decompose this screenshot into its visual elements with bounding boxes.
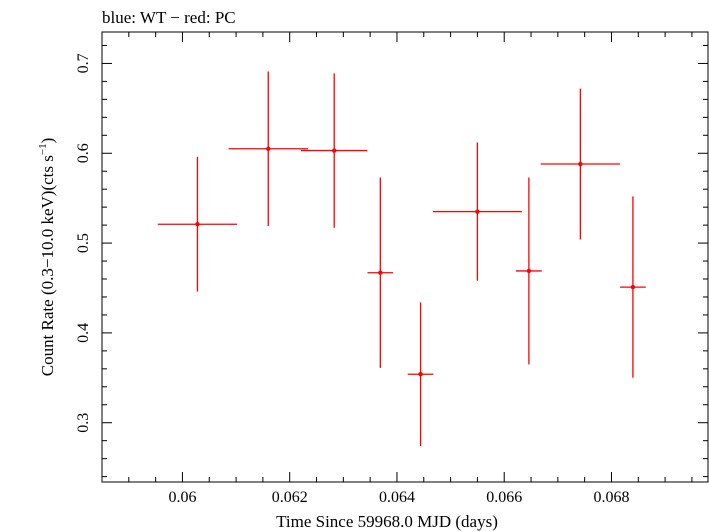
data-marker: [630, 284, 636, 290]
data-point: [407, 302, 434, 447]
data-marker: [526, 268, 532, 274]
y-axis-label-main: Count Rate (0.3−10.0 keV)(cts s: [38, 155, 57, 376]
plot-frame: [101, 31, 709, 483]
data-point: [540, 88, 621, 240]
y-tick-label: 0.3: [75, 413, 92, 433]
x-tick-label: 0.068: [593, 489, 629, 506]
data-point: [157, 156, 238, 292]
data-marker: [578, 161, 583, 167]
y-tick-label: 0.4: [75, 323, 92, 343]
y-axis-label-end: ): [38, 138, 57, 144]
data-series-pc: [157, 71, 646, 447]
y-tick-label: 0.7: [75, 53, 92, 73]
data-point: [620, 196, 646, 378]
data-point: [228, 71, 308, 227]
data-marker: [418, 372, 423, 377]
x-axis-ticks: 0.06 0.062 0.064 0.066 0.068: [101, 32, 693, 506]
data-marker: [195, 222, 200, 227]
data-point: [516, 177, 542, 365]
y-tick-label: 0.6: [75, 143, 92, 163]
x-tick-label: 0.06: [168, 489, 196, 506]
data-marker: [332, 148, 337, 153]
chart-title: blue: WT − red: PC: [102, 8, 236, 27]
data-point: [300, 73, 368, 228]
data-point: [367, 177, 394, 368]
y-axis-label-exponent: −1: [37, 143, 49, 155]
y-axis-ticks: 0.3 0.4 0.5 0.6 0.7: [75, 44, 708, 478]
x-tick-label: 0.064: [379, 489, 415, 506]
data-point: [432, 142, 522, 281]
x-tick-label: 0.062: [272, 489, 308, 506]
x-axis-label: Time Since 59968.0 MJD (days): [276, 512, 498, 531]
y-axis-label: Count Rate (0.3−10.0 keV)(cts s−1): [37, 138, 57, 377]
data-marker: [475, 209, 480, 214]
y-tick-label: 0.5: [75, 233, 92, 253]
x-tick-label: 0.066: [486, 489, 522, 506]
data-marker: [266, 146, 271, 151]
data-marker: [378, 270, 383, 275]
